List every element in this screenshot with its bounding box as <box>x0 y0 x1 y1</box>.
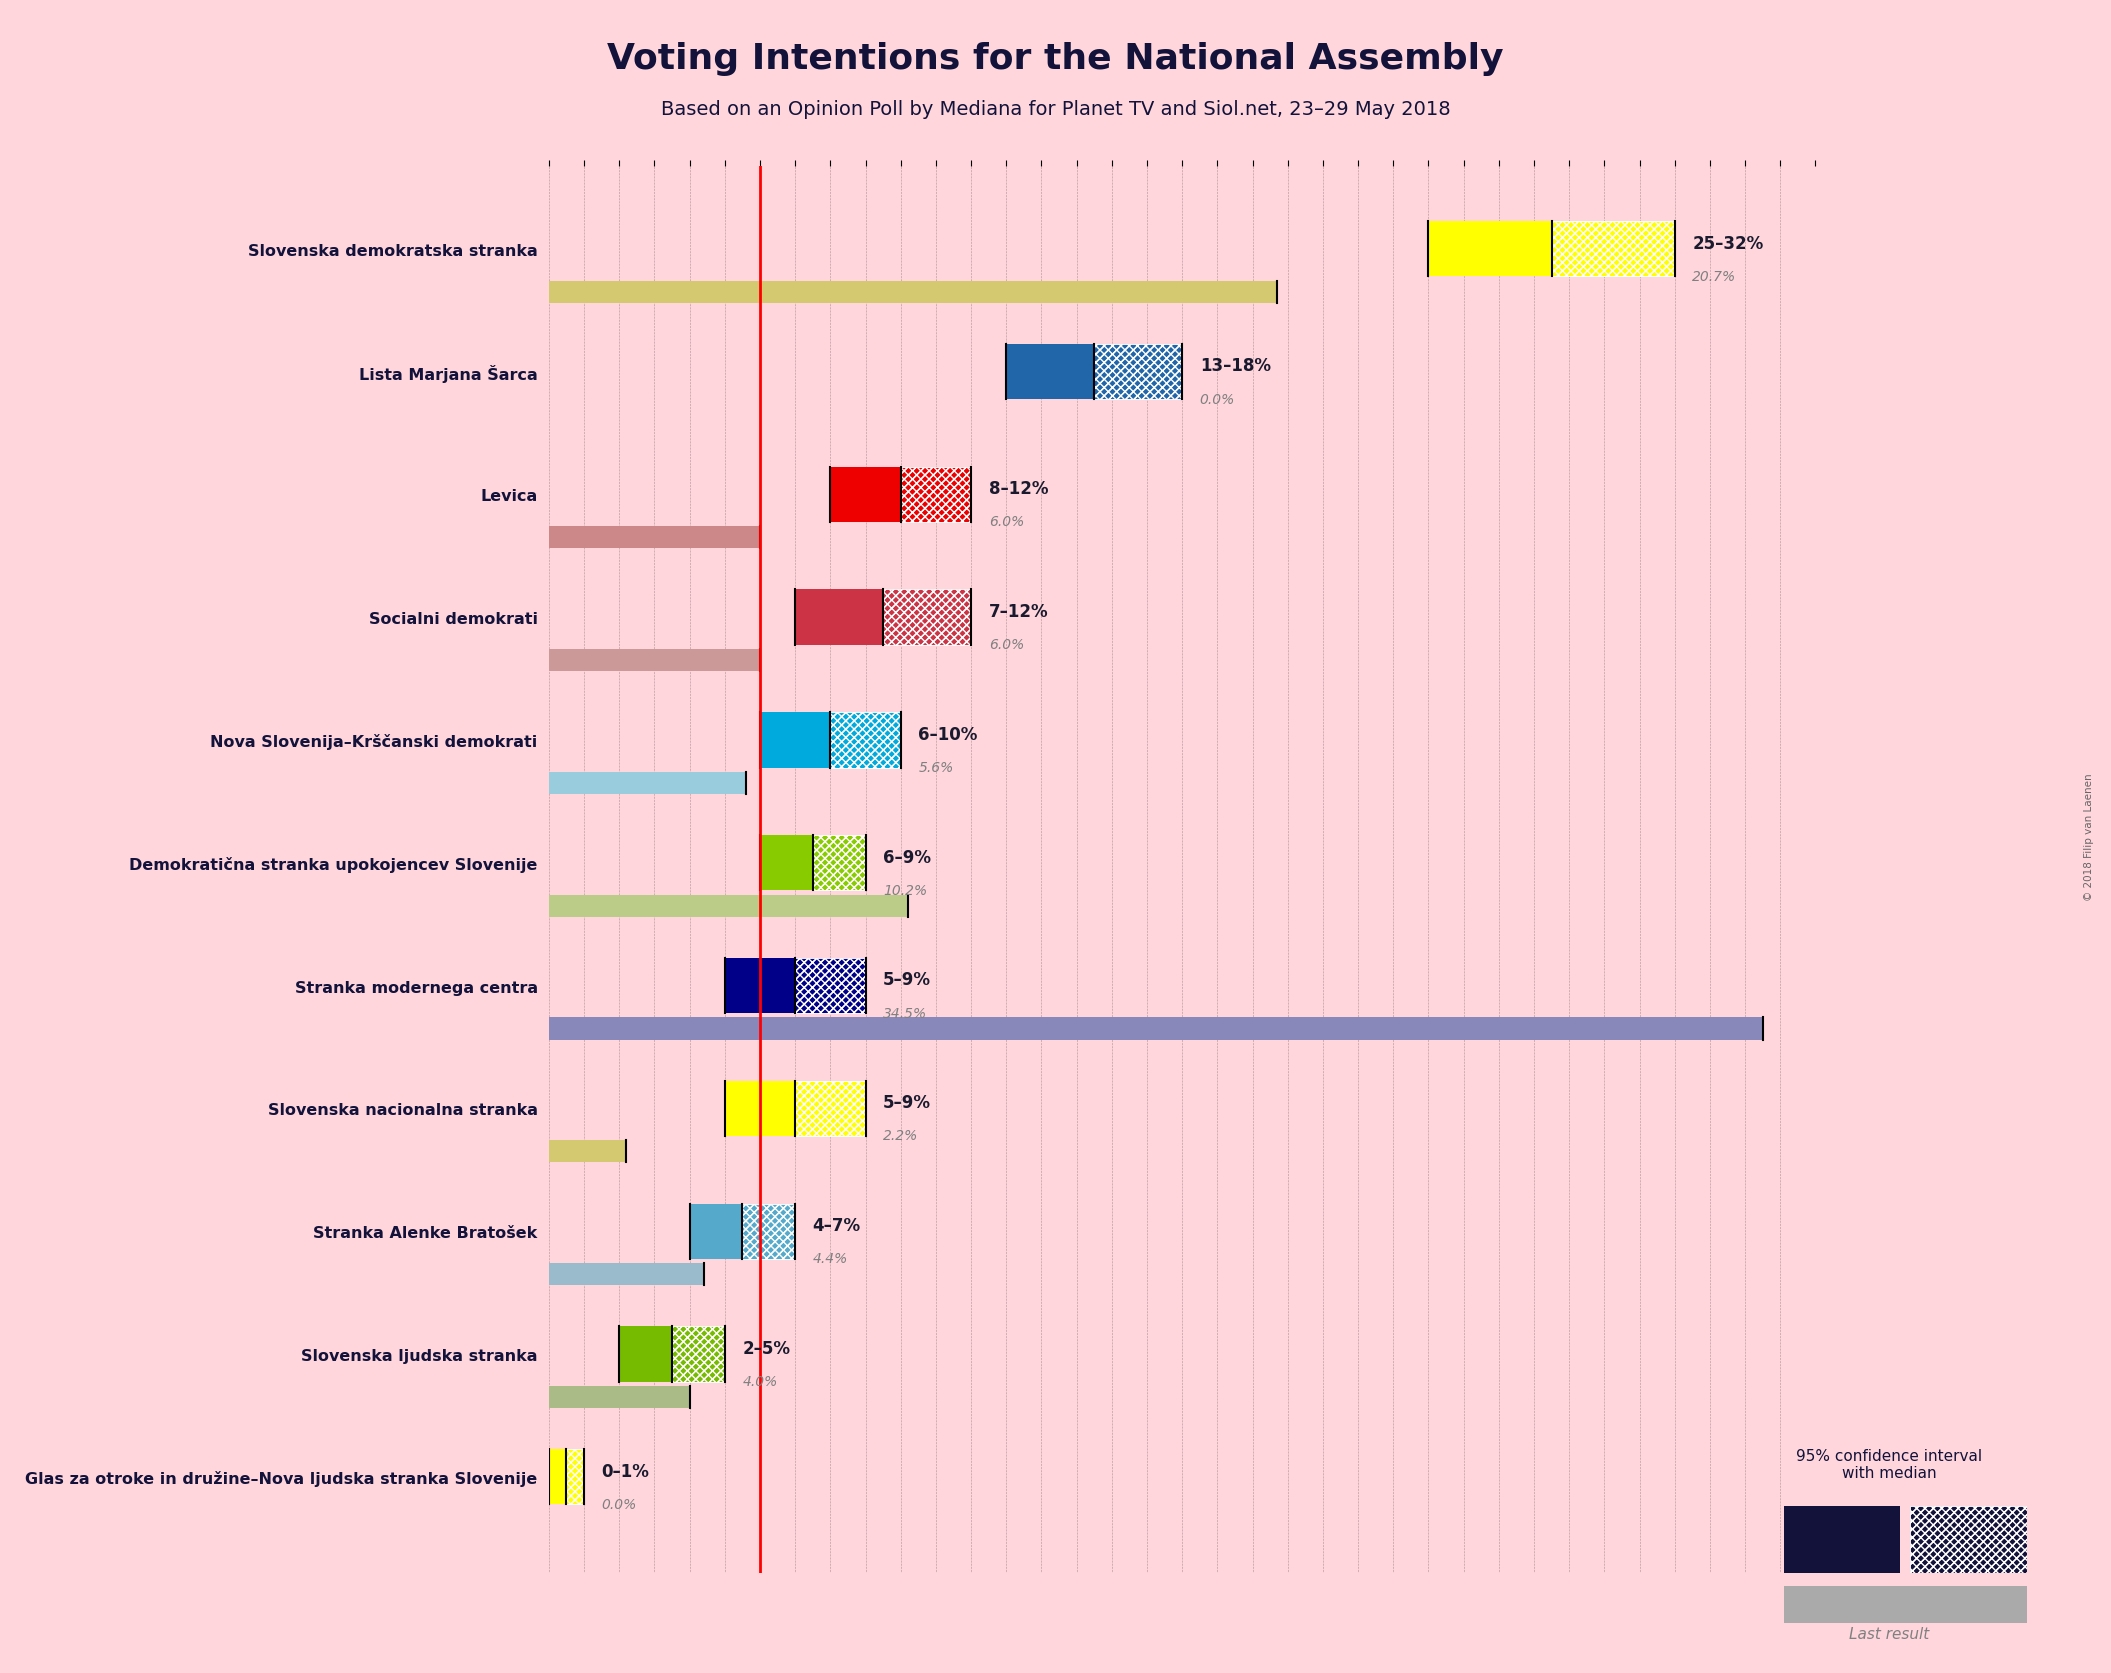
Bar <box>743 1205 796 1260</box>
Bar <box>549 1263 703 1285</box>
Bar <box>882 591 971 646</box>
Bar <box>549 1385 690 1409</box>
Bar <box>549 1449 585 1504</box>
Bar <box>1429 223 1674 278</box>
Bar <box>760 835 866 890</box>
Bar <box>796 959 866 1014</box>
Bar <box>830 467 971 522</box>
Text: 0.0%: 0.0% <box>602 1497 638 1511</box>
Text: 7–12%: 7–12% <box>988 602 1049 621</box>
Bar <box>549 773 745 795</box>
Text: 6.0%: 6.0% <box>988 637 1024 652</box>
Text: 5–9%: 5–9% <box>882 970 931 989</box>
Text: 6–10%: 6–10% <box>918 726 977 743</box>
Text: 25–32%: 25–32% <box>1693 234 1763 253</box>
Bar <box>830 713 901 768</box>
Text: 6.0%: 6.0% <box>988 515 1024 529</box>
Bar <box>566 1449 585 1504</box>
Text: 13–18%: 13–18% <box>1199 356 1271 375</box>
Bar <box>549 1141 627 1163</box>
Bar <box>619 1327 724 1382</box>
Bar <box>813 835 866 890</box>
Bar <box>1007 345 1182 400</box>
Bar <box>549 1017 1763 1041</box>
Text: 2.2%: 2.2% <box>882 1129 918 1143</box>
Bar <box>1552 223 1674 278</box>
Bar <box>760 713 901 768</box>
Text: 5.6%: 5.6% <box>918 761 954 775</box>
Text: 8–12%: 8–12% <box>988 480 1049 499</box>
Text: 4.4%: 4.4% <box>813 1251 849 1265</box>
Bar <box>549 649 760 673</box>
Text: Last result: Last result <box>1849 1626 1929 1641</box>
Text: 0.0%: 0.0% <box>1199 391 1235 407</box>
Bar <box>830 713 901 768</box>
Bar <box>1093 345 1182 400</box>
Bar <box>1093 345 1182 400</box>
Bar <box>671 1327 724 1382</box>
Bar <box>724 959 866 1014</box>
Text: 0–1%: 0–1% <box>602 1462 650 1479</box>
Bar <box>743 1205 796 1260</box>
Bar <box>566 1449 585 1504</box>
Text: 10.2%: 10.2% <box>882 883 927 897</box>
Text: 95% confidence interval
with median: 95% confidence interval with median <box>1796 1449 1982 1481</box>
Bar <box>796 591 971 646</box>
Text: 5–9%: 5–9% <box>882 1094 931 1111</box>
Bar <box>882 591 971 646</box>
Text: 4–7%: 4–7% <box>813 1216 861 1235</box>
Bar <box>796 959 866 1014</box>
Text: 20.7%: 20.7% <box>1693 269 1737 283</box>
Text: 6–9%: 6–9% <box>882 848 931 867</box>
Text: © 2018 Filip van Laenen: © 2018 Filip van Laenen <box>2084 773 2094 900</box>
Bar <box>901 467 971 522</box>
Bar <box>813 835 866 890</box>
Text: 2–5%: 2–5% <box>743 1338 790 1357</box>
Bar <box>549 527 760 549</box>
Bar <box>690 1205 796 1260</box>
Bar <box>549 895 908 917</box>
Text: Voting Intentions for the National Assembly: Voting Intentions for the National Assem… <box>608 42 1503 75</box>
Bar <box>1552 223 1674 278</box>
Bar <box>796 1081 866 1136</box>
Text: Based on an Opinion Poll by Mediana for Planet TV and Siol.net, 23–29 May 2018: Based on an Opinion Poll by Mediana for … <box>661 100 1450 119</box>
Bar <box>549 281 1277 303</box>
Bar <box>901 467 971 522</box>
Bar <box>671 1327 724 1382</box>
Bar <box>724 1081 866 1136</box>
Text: 34.5%: 34.5% <box>882 1005 927 1021</box>
Text: 4.0%: 4.0% <box>743 1374 777 1389</box>
Bar <box>796 1081 866 1136</box>
